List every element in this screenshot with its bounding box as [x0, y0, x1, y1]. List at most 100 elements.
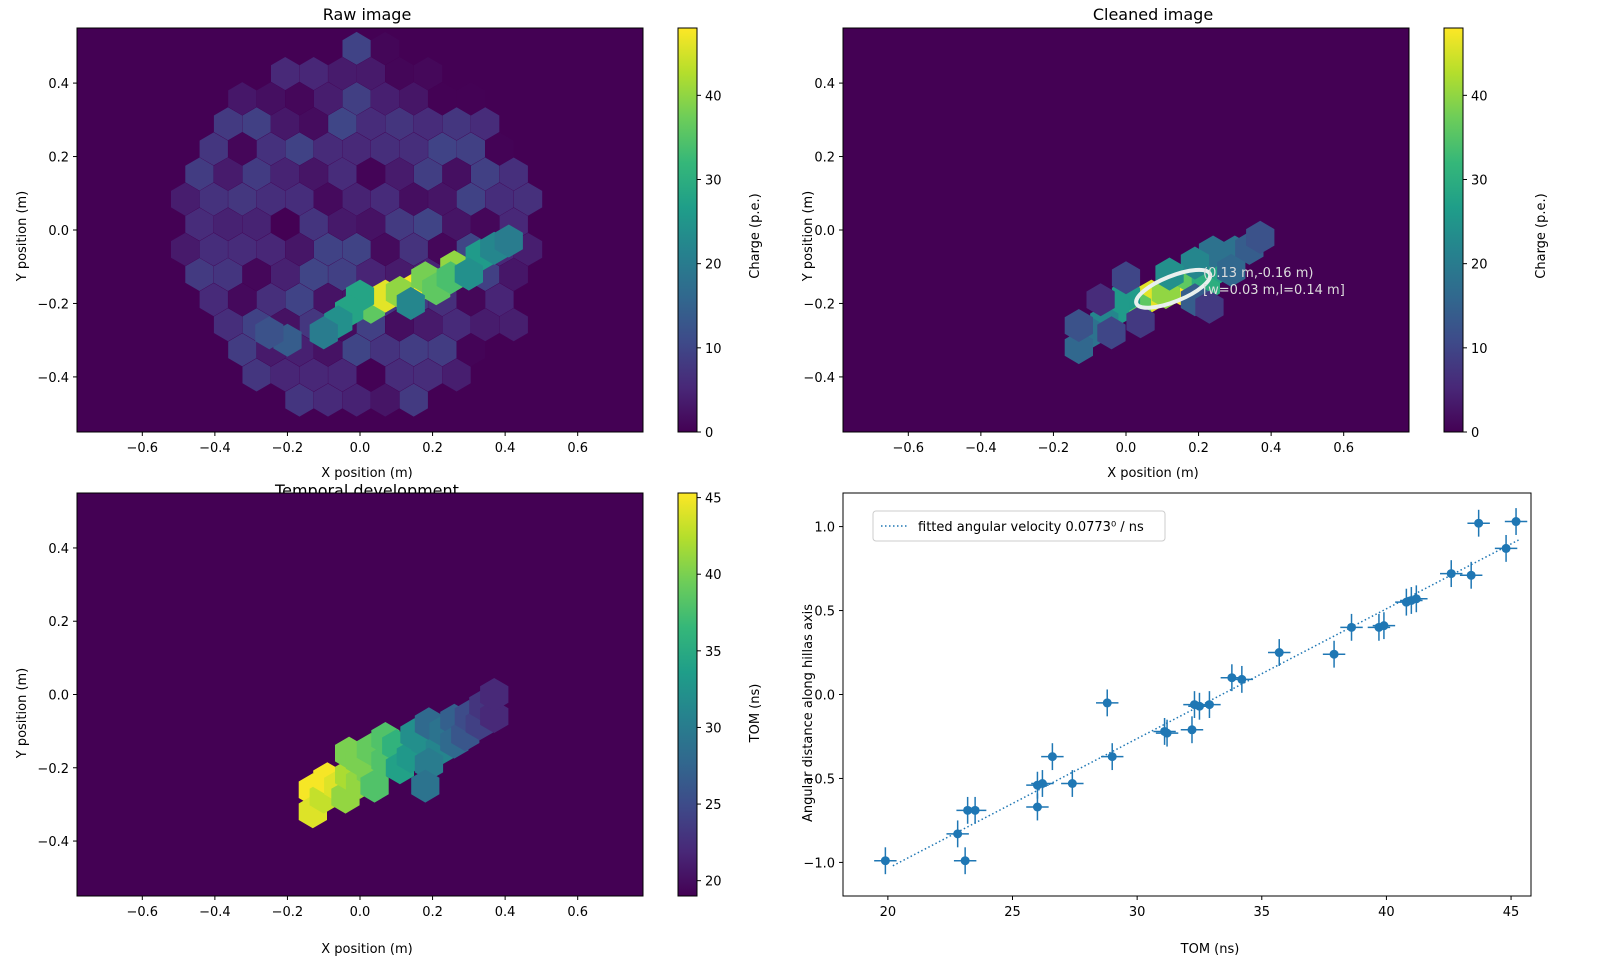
data-point — [1340, 613, 1363, 641]
raw-image-pixels — [77, 28, 643, 432]
noise-pixel — [185, 207, 214, 241]
x-tick-label: −0.4 — [199, 441, 231, 456]
data-point — [1459, 561, 1483, 589]
noise-pixel — [342, 333, 371, 367]
temporal-colorbar-label: TOM (ns) — [748, 684, 763, 744]
noise-pixel — [456, 283, 485, 317]
data-point — [1230, 665, 1254, 693]
data-point — [1504, 508, 1528, 535]
x-tick-label: 0.2 — [422, 441, 443, 456]
x-tick-label: 40 — [1378, 905, 1395, 920]
noise-pixel — [328, 107, 357, 141]
point-marker — [1347, 622, 1357, 632]
y-tick-label: 0.2 — [48, 151, 69, 166]
data-point — [1198, 691, 1221, 719]
y-tick-label: 0.2 — [48, 615, 69, 630]
colorbar-tick-label: 40 — [705, 568, 722, 583]
x-tick-label: 0.2 — [1188, 441, 1209, 456]
noise-pixel — [256, 182, 285, 216]
hillas-ellipse-outline — [1134, 267, 1213, 310]
noise-pixel — [456, 82, 485, 116]
camera-pixel — [1246, 220, 1275, 254]
colorbar-tick-label: 30 — [705, 721, 722, 736]
noise-pixel — [299, 207, 328, 241]
camera-pixel — [360, 769, 389, 803]
noise-pixel — [471, 308, 500, 342]
colorbar-tick-label: 0 — [705, 426, 713, 441]
camera-pixel — [396, 286, 425, 320]
noise-pixel — [271, 207, 300, 241]
camera-pixel — [1217, 253, 1246, 287]
noise-pixel — [313, 182, 343, 216]
data-point — [1440, 560, 1463, 588]
y-tick-label: −1.0 — [803, 856, 835, 871]
noise-pixel — [399, 232, 428, 266]
noise-pixel — [356, 358, 385, 392]
noise-pixel — [213, 157, 243, 191]
y-tick-label: 1.0 — [814, 521, 835, 536]
camera-pixel — [480, 700, 509, 733]
velocity-panel: 20 25 30 35 40 45 −1.0 −0.5 0.0 0.5 1.0 TOM (ns) A… — [801, 492, 1532, 957]
point-marker — [1067, 778, 1077, 788]
noise-pixel — [228, 82, 257, 116]
noise-pixel — [342, 132, 371, 166]
x-tick-label: 0.4 — [495, 441, 516, 456]
cleaned-image-xlabel: X position (m) — [1107, 466, 1198, 481]
y-tick-label: −0.2 — [37, 297, 69, 312]
noise-pixel — [428, 333, 457, 367]
noise-pixel — [342, 182, 371, 216]
data-point — [1155, 719, 1179, 747]
noise-pixel — [271, 57, 300, 91]
point-marker — [1379, 621, 1389, 631]
noise-pixel — [213, 107, 243, 141]
noise-pixel — [442, 157, 471, 191]
noise-pixel — [185, 157, 214, 191]
noise-pixel — [199, 232, 228, 266]
colorbar-tick-label: 10 — [1471, 342, 1488, 357]
noise-pixel — [242, 358, 271, 392]
noise-pixel — [385, 107, 414, 141]
noise-pixel — [485, 182, 514, 216]
noise-pixel — [371, 82, 400, 116]
colorbar-tick-label: 40 — [1471, 89, 1488, 104]
noise-pixel — [442, 358, 471, 392]
x-tick-label: 35 — [1254, 905, 1271, 920]
noise-pixel — [442, 207, 471, 241]
x-tick-label: −0.2 — [272, 441, 304, 456]
noise-pixel — [242, 157, 271, 191]
camera-pixel — [1126, 305, 1155, 339]
data-point — [874, 847, 897, 875]
noise-pixel — [271, 258, 300, 291]
noise-pixel — [471, 157, 500, 191]
x-tick-label: −0.6 — [893, 441, 925, 456]
raw-image-colorbar-label: Charge (p.e.) — [748, 193, 763, 278]
data-point — [1180, 716, 1204, 744]
y-tick-label: 0.0 — [814, 689, 835, 704]
cleaned-image-pixels — [843, 28, 1409, 432]
noise-pixel — [285, 232, 314, 266]
temporal-colorbar-gradient — [677, 492, 698, 897]
noise-pixel — [256, 283, 285, 317]
data-point — [963, 796, 987, 824]
point-marker — [1446, 569, 1456, 579]
temporal-panel: Temporal development −0.6 −0.4 −0.2 0.0 0.2 0… — [15, 481, 763, 957]
noise-pixel — [285, 132, 314, 166]
point-marker — [1037, 778, 1047, 788]
point-marker — [970, 805, 980, 815]
noise-pixel — [413, 57, 443, 91]
data-point — [1031, 770, 1054, 797]
noise-pixel — [256, 82, 285, 116]
noise-pixel — [271, 157, 300, 191]
noise-pixel — [199, 132, 228, 166]
cleaned-image-colorbar-label: Charge (p.e.) — [1534, 193, 1549, 278]
noise-pixel — [213, 207, 243, 241]
noise-pixel — [385, 207, 414, 241]
noise-pixel — [371, 132, 400, 166]
noise-pixel — [313, 82, 343, 116]
noise-pixel — [299, 107, 328, 141]
noise-pixel — [413, 107, 443, 141]
x-tick-label: 0.6 — [1333, 441, 1354, 456]
noise-pixel — [399, 333, 428, 367]
raw-colorbar-gradient — [677, 27, 698, 433]
noise-pixel — [199, 182, 228, 216]
